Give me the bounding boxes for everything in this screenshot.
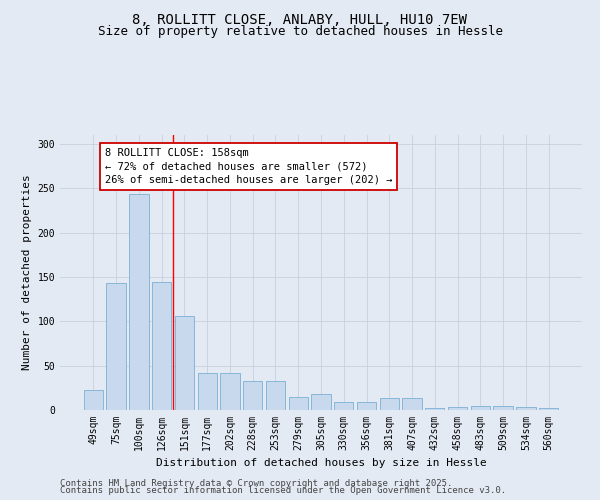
Text: 8 ROLLITT CLOSE: 158sqm
← 72% of detached houses are smaller (572)
26% of semi-d: 8 ROLLITT CLOSE: 158sqm ← 72% of detache… — [105, 148, 392, 184]
Text: Contains public sector information licensed under the Open Government Licence v3: Contains public sector information licen… — [60, 486, 506, 495]
Bar — [380, 398, 399, 410]
Bar — [334, 402, 353, 410]
Bar — [448, 408, 467, 410]
Text: Contains HM Land Registry data © Crown copyright and database right 2025.: Contains HM Land Registry data © Crown c… — [60, 478, 452, 488]
Bar — [516, 408, 536, 410]
Y-axis label: Number of detached properties: Number of detached properties — [22, 174, 32, 370]
Bar — [152, 282, 172, 410]
Bar — [84, 390, 103, 410]
Bar — [539, 408, 558, 410]
Bar — [357, 402, 376, 410]
Text: 8, ROLLITT CLOSE, ANLABY, HULL, HU10 7EW: 8, ROLLITT CLOSE, ANLABY, HULL, HU10 7EW — [133, 12, 467, 26]
Bar — [289, 396, 308, 410]
Bar — [311, 394, 331, 410]
Bar — [493, 406, 513, 410]
Bar — [220, 372, 239, 410]
Bar — [197, 372, 217, 410]
Bar — [175, 316, 194, 410]
Bar — [470, 406, 490, 410]
Bar — [129, 194, 149, 410]
Bar — [266, 380, 285, 410]
Bar — [106, 283, 126, 410]
Text: Size of property relative to detached houses in Hessle: Size of property relative to detached ho… — [97, 25, 503, 38]
X-axis label: Distribution of detached houses by size in Hessle: Distribution of detached houses by size … — [155, 458, 487, 468]
Bar — [243, 380, 262, 410]
Bar — [403, 398, 422, 410]
Bar — [425, 408, 445, 410]
